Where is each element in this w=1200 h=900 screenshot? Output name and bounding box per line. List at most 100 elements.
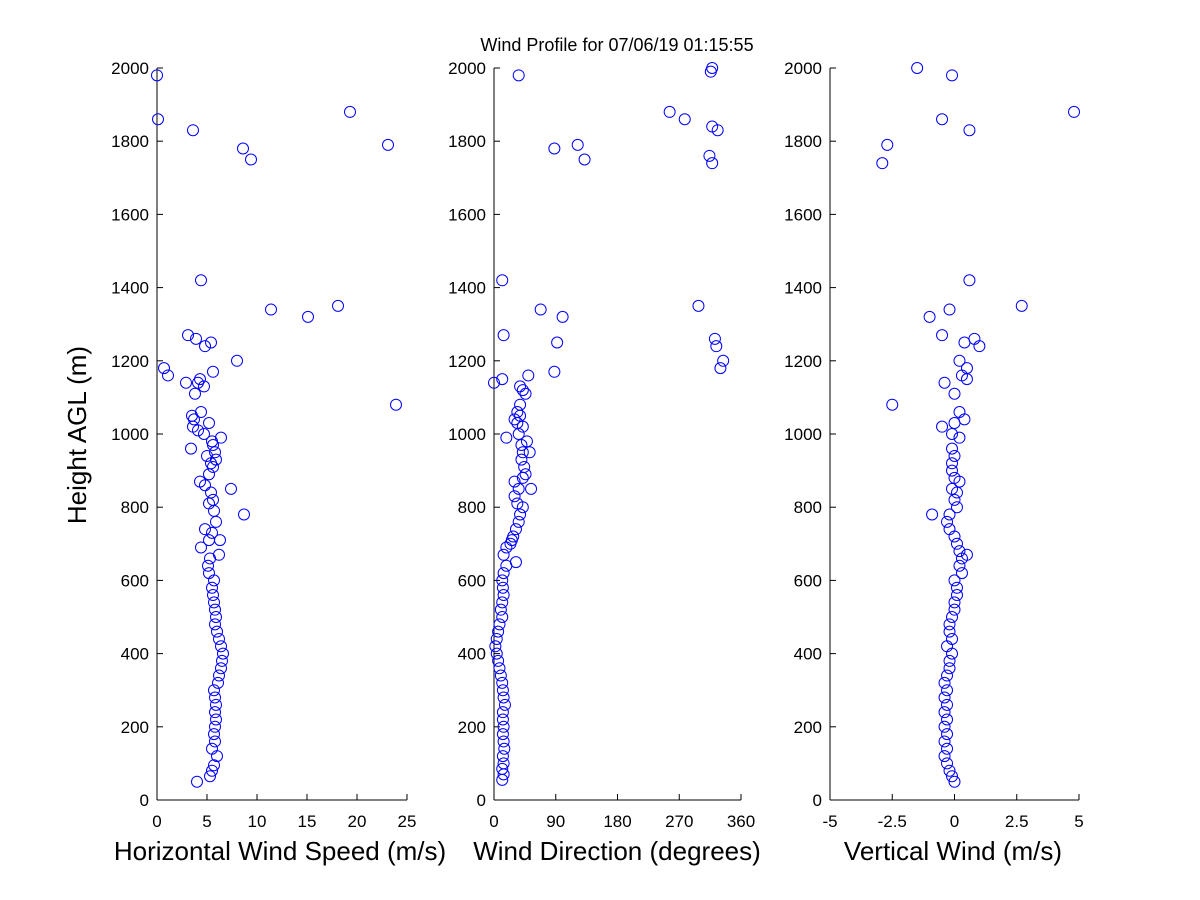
speed-y-tick-label: 1400	[111, 279, 149, 298]
speed-data-point	[208, 596, 220, 609]
vertical-data-point	[946, 770, 959, 783]
direction-y-tick-label: 200	[458, 718, 486, 737]
direction-data-point	[522, 369, 535, 382]
vertical-data-point	[881, 138, 894, 151]
direction-x-tick-label: 180	[603, 812, 631, 831]
speed-x-tick-label: 0	[152, 812, 161, 831]
speed-y-tick-label: 1000	[111, 425, 149, 444]
direction-y-tick-label: 800	[458, 498, 486, 517]
vertical-data-point	[963, 274, 976, 287]
direction-data-point	[518, 460, 531, 473]
vertical-data-point	[963, 124, 976, 137]
direction-data-point	[490, 632, 503, 645]
speed-data-point	[237, 142, 249, 155]
vertical-data-point	[938, 676, 951, 689]
direction-data-point	[514, 398, 527, 411]
direction-y-tick-label: 2000	[448, 59, 486, 78]
vertical-x-axis-label: Vertical Wind (m/s)	[844, 836, 1062, 866]
vertical-data-point	[1068, 105, 1081, 118]
vertical-data-point	[968, 332, 981, 345]
speed-data-point	[202, 559, 214, 572]
direction-data-point	[497, 589, 510, 602]
vertical-data-point	[943, 508, 956, 521]
speed-data-point	[210, 698, 222, 711]
vertical-data-point	[946, 442, 959, 455]
direction-data-point	[497, 548, 510, 561]
vertical-data-point	[941, 728, 954, 741]
speed-data-point	[216, 654, 228, 667]
vertical-data-point	[943, 303, 956, 316]
direction-data-point	[494, 669, 507, 682]
direction-data-point	[496, 574, 509, 587]
speed-data-point	[208, 684, 220, 697]
speed-data-point	[182, 329, 194, 342]
speed-data-point	[210, 713, 222, 726]
direction-data-point	[711, 124, 724, 137]
direction-data-point	[498, 742, 511, 755]
vertical-data-point	[938, 706, 951, 719]
direction-x-tick-label: 360	[727, 812, 755, 831]
direction-data-point	[692, 299, 705, 312]
speed-markers	[151, 69, 402, 788]
vertical-data-point	[950, 589, 963, 602]
direction-data-point	[497, 567, 510, 580]
direction-data-point	[706, 157, 719, 170]
direction-x-axis: 0 90 180 270 360	[489, 794, 755, 831]
vertical-data-point	[953, 406, 966, 419]
vertical-data-point	[943, 654, 956, 667]
direction-data-point	[493, 662, 506, 675]
vertical-data-point	[941, 684, 954, 697]
vertical-data-point	[936, 329, 949, 342]
vertical-data-point	[943, 662, 956, 675]
direction-data-point	[493, 618, 506, 631]
direction-data-point	[511, 406, 524, 419]
speed-x-tick-label: 20	[348, 812, 367, 831]
direction-y-tick-label: 1000	[448, 425, 486, 444]
vertical-data-point	[941, 742, 954, 755]
speed-y-tick-label: 0	[140, 791, 149, 810]
speed-data-point	[204, 770, 216, 783]
direction-data-point	[571, 138, 584, 151]
direction-y-tick-label: 1200	[448, 352, 486, 371]
speed-data-point	[231, 354, 243, 367]
speed-data-point	[209, 706, 221, 719]
speed-data-point	[302, 310, 314, 323]
speed-y-tick-label: 400	[121, 645, 149, 664]
vertical-data-point	[943, 523, 956, 536]
vertical-data-point	[941, 515, 954, 528]
vertical-data-point	[948, 596, 961, 609]
direction-data-point	[496, 750, 509, 763]
direction-data-point	[663, 105, 676, 118]
vertical-data-point	[941, 757, 954, 770]
vertical-data-point	[953, 354, 966, 367]
speed-x-tick-label: 10	[248, 812, 267, 831]
vertical-data-point	[948, 574, 961, 587]
direction-data-point	[496, 274, 509, 287]
speed-data-point	[207, 493, 219, 506]
direction-data-point	[556, 310, 569, 323]
vertical-data-point	[960, 548, 973, 561]
speed-data-point	[208, 759, 220, 772]
vertical-y-tick-label: 1600	[784, 205, 822, 224]
vertical-data-point	[946, 482, 959, 495]
direction-data-point	[509, 523, 522, 536]
vertical-data-point	[943, 625, 956, 638]
speed-data-point	[206, 526, 218, 539]
vertical-data-point	[938, 750, 951, 763]
direction-data-point	[488, 376, 500, 389]
direction-data-point	[494, 603, 507, 616]
vertical-y-tick-label: 800	[794, 498, 822, 517]
direction-data-point	[516, 446, 529, 459]
direction-data-point	[508, 475, 521, 488]
speed-x-tick-label: 5	[202, 812, 211, 831]
speed-data-point	[245, 153, 257, 166]
speed-data-point	[195, 406, 207, 419]
speed-y-tick-label: 800	[121, 498, 149, 517]
direction-markers	[488, 62, 730, 786]
speed-y-tick-label: 600	[121, 571, 149, 590]
y-axis-label: Height AGL (m)	[62, 346, 92, 524]
vertical-data-point	[946, 632, 959, 645]
vertical-data-point	[953, 545, 966, 558]
speed-data-point	[194, 373, 206, 386]
